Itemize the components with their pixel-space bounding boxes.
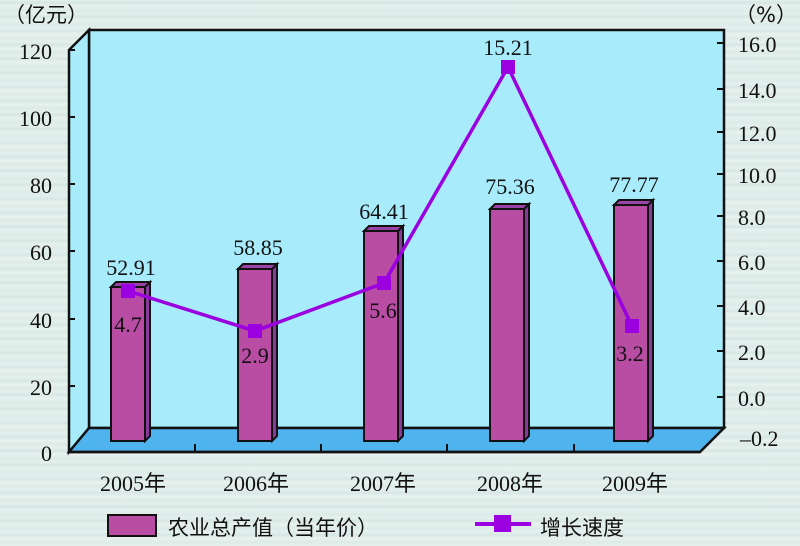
category-label: 2009年 [601, 471, 668, 496]
line-value-label: 5.6 [369, 298, 397, 323]
right-tick-label: 8.0 [738, 205, 766, 230]
left-tick-label: 100 [19, 106, 52, 131]
category-label: 2006年 [222, 471, 289, 496]
left-tick-label: 80 [30, 173, 52, 198]
bar-value-label: 58.85 [233, 235, 283, 260]
left-tick-label: 60 [30, 240, 52, 265]
bar-2008 [487, 201, 532, 444]
bar-value-label: 75.36 [485, 174, 535, 199]
category-label: 2007年 [349, 471, 416, 496]
right-tick-label: 12.0 [738, 121, 777, 146]
right-axis-unit: （%） [735, 3, 797, 27]
line-value-label: 2.9 [241, 343, 269, 368]
left-axis-unit: （亿元） [4, 3, 88, 27]
right-tick-label: 2.0 [738, 340, 766, 365]
category-label: 2008年 [476, 471, 543, 496]
right-axis-ticks [717, 42, 724, 398]
left-axis-ticks [69, 49, 75, 387]
right-tick-label: –0.2 [740, 426, 779, 451]
right-tick-label: 0.0 [738, 386, 766, 411]
line-value-label: 15.21 [483, 35, 533, 60]
bar-value-label: 52.91 [106, 255, 156, 280]
right-tick-label: 14.0 [738, 78, 777, 103]
legend-line-label: 增长速度 [540, 516, 624, 540]
left-tick-label: 120 [19, 39, 52, 64]
legend-bar-swatch [107, 514, 157, 537]
right-tick-label: 4.0 [738, 295, 766, 320]
line-value-label: 4.7 [114, 312, 142, 337]
plot-side-wall [67, 26, 91, 456]
bar-value-label: 64.41 [359, 199, 409, 224]
left-tick-label: 0 [41, 441, 52, 466]
line-value-label: 3.2 [616, 341, 644, 366]
bar-value-label: 77.77 [609, 172, 659, 197]
left-tick-label: 40 [30, 308, 52, 333]
bar-2006 [235, 261, 280, 444]
category-label: 2005年 [99, 471, 166, 496]
right-tick-label: 16.0 [738, 32, 777, 57]
bar-2005 [108, 279, 153, 444]
legend-bar-label: 农业总产值（当年价） [168, 516, 378, 540]
right-tick-label: 6.0 [738, 250, 766, 275]
left-tick-label: 20 [30, 375, 52, 400]
line-series [121, 60, 639, 338]
right-tick-label: 10.0 [738, 163, 777, 188]
legend-marker-icon [494, 515, 511, 532]
